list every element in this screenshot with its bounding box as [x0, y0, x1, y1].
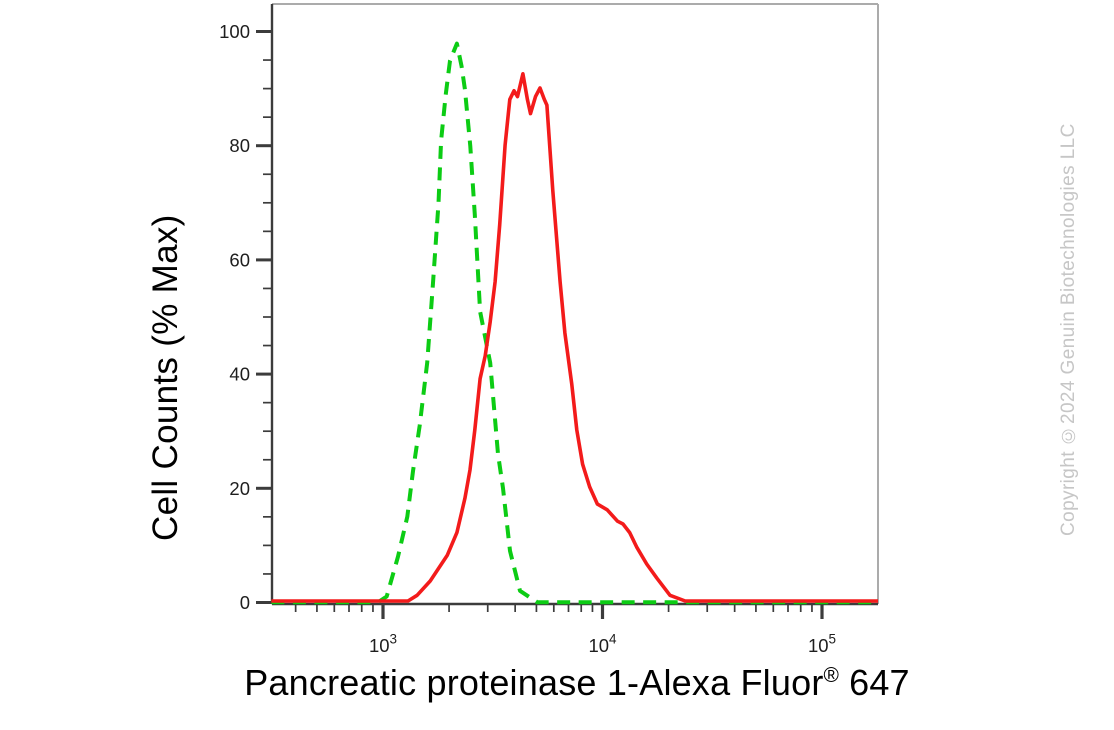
histogram-curves	[271, 41, 878, 605]
x-tick-label-10e5: 105	[808, 632, 836, 657]
y-tick-label-40: 40	[229, 364, 250, 385]
y-tick-label-20: 20	[229, 478, 250, 499]
x-axis-title-text: Pancreatic proteinase 1-Alexa Fluor	[244, 662, 824, 703]
series-green-dashed-histogram	[271, 41, 878, 605]
x-tick-label-10e3: 103	[369, 632, 397, 657]
x-axis-title: Pancreatic proteinase 1-Alexa Fluor® 647	[40, 662, 1114, 704]
series-red-solid-histogram	[271, 72, 878, 603]
x-axis-title-fluorophore-number: 647	[849, 662, 910, 703]
y-tick-label-60: 60	[229, 249, 250, 270]
y-axis-ticks: 0 20 40 60 80 100	[219, 21, 271, 613]
x-axis-ticks: 103 104 105	[294, 605, 836, 657]
y-axis-title: Cell Counts (% Max)	[146, 214, 185, 542]
y-tick-label-0: 0	[240, 592, 250, 613]
copyright-watermark: Copyright ©2024 Genuin Biotechnologies L…	[1058, 123, 1079, 537]
x-tick-label-10e4: 104	[588, 632, 617, 657]
y-tick-label-80: 80	[229, 135, 250, 156]
registered-trademark-symbol: ®	[823, 664, 839, 687]
plot-frame	[270, 3, 879, 606]
y-tick-label-100: 100	[219, 21, 250, 42]
